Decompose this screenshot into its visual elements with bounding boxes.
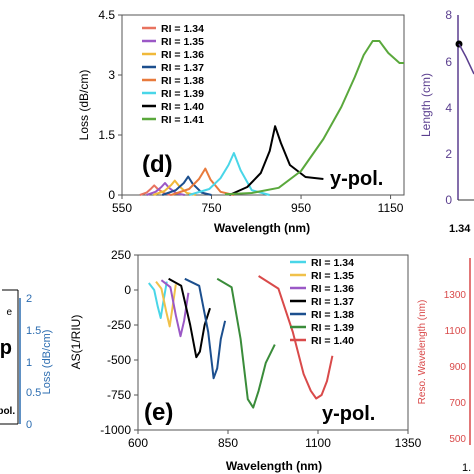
- partial-panel-left: e p -pol. 2 1.5 1 0.5 0 Loss (dB/cm): [0, 289, 53, 431]
- br-ytick: 1100: [444, 326, 466, 337]
- tr-ytick: 2: [445, 147, 452, 161]
- tr-series-line: [458, 43, 474, 75]
- series-line-8: [224, 40, 404, 196]
- legend-label: RI = 1.36: [161, 49, 204, 61]
- x-tick-label: 850: [218, 436, 238, 450]
- series-line-4: [168, 277, 211, 359]
- left-ytick: 0: [26, 419, 32, 431]
- panel-e: 600 850 1100 1350 250 0 -250 -500 -750 -1000 RI =…: [69, 248, 422, 473]
- legend-label: RI = 1.38: [161, 75, 204, 87]
- panel-d-xlabel: Wavelength (nm): [214, 221, 310, 235]
- x-tick-label: 750: [202, 201, 222, 215]
- panel-d-frame: [121, 14, 405, 196]
- left-ylabel: Loss (dB/cm): [41, 330, 53, 395]
- series-line-2: [155, 280, 177, 328]
- br-ylabel: Reso. Wavelength (nm): [417, 300, 428, 405]
- br-ytick: 500: [449, 434, 466, 445]
- series-line-5: [170, 167, 235, 196]
- legend-label: RI = 1.41: [161, 114, 204, 126]
- panel-e-xlabel: Wavelength (nm): [226, 459, 322, 473]
- partial-panel-bottom-right: 1300 1100 900 700 500 Reso. Wavelength (…: [417, 258, 471, 474]
- y-tick-label: -1000: [100, 423, 131, 437]
- y-tick-label: 1.5: [98, 128, 115, 142]
- legend-label: RI = 1.37: [311, 296, 354, 308]
- tr-ytick: 4: [445, 101, 452, 115]
- x-tick-label: 950: [291, 201, 311, 215]
- series-line-6: [188, 152, 270, 196]
- x-tick-label: 600: [128, 436, 148, 450]
- series-line-7: [258, 275, 334, 400]
- br-ytick: 900: [449, 362, 466, 373]
- legend-label: RI = 1.40: [161, 101, 204, 113]
- panel-e-frame: [137, 254, 409, 431]
- y-tick-label: 250: [111, 248, 131, 262]
- x-tick-label: 1100: [305, 436, 331, 450]
- tr-ytick: 0: [445, 193, 452, 207]
- panel-d-label: (d): [142, 151, 173, 178]
- x-tick-label: 1350: [395, 436, 422, 450]
- tr-ylabel: Length (cm): [419, 73, 433, 137]
- left-ytick: 1.5: [26, 325, 41, 337]
- panel-e-label: (e): [144, 399, 173, 426]
- br-ytick: 1300: [444, 290, 467, 301]
- legend-label: RI = 1.39: [311, 322, 354, 334]
- left-fragment-text: e: [6, 307, 12, 318]
- legend-label: RI = 1.35: [311, 270, 354, 282]
- legend-label: RI = 1.34: [161, 23, 204, 35]
- legend-label: RI = 1.38: [311, 309, 354, 321]
- tr-ytick: 6: [445, 55, 452, 69]
- y-tick-label: 3: [108, 68, 115, 82]
- legend-label: RI = 1.36: [311, 283, 354, 295]
- panel-e-ylabel: AS(1/RIU): [69, 315, 83, 370]
- series-line-6: [216, 277, 276, 409]
- panel-d-ylabel: Loss (dB/cm): [77, 70, 91, 141]
- legend-label: RI = 1.37: [161, 62, 204, 74]
- left-fragment-text: p: [0, 337, 12, 359]
- tr-ytick: 8: [445, 8, 452, 22]
- y-tick-label: 0: [124, 283, 131, 297]
- x-tick-label: 1150: [378, 201, 404, 215]
- y-tick-label: -250: [107, 318, 131, 332]
- br-xtick: 1.: [462, 462, 471, 474]
- y-tick-label: 0: [108, 188, 115, 202]
- left-pol-label: -pol.: [0, 406, 15, 417]
- partial-panel-top-right: 8 6 4 2 0 Length (cm) 1.34: [419, 8, 474, 235]
- br-ytick: 700: [449, 398, 466, 409]
- y-tick-label: -750: [107, 388, 131, 402]
- left-ytick: 2: [26, 293, 32, 305]
- legend-label: RI = 1.40: [311, 335, 354, 347]
- legend-label: RI = 1.35: [161, 36, 204, 48]
- legend-label: RI = 1.39: [161, 88, 204, 100]
- tr-xtick: 1.34: [449, 223, 471, 235]
- series-line-5: [184, 277, 227, 380]
- series-line-7: [228, 125, 324, 196]
- y-tick-label: 4.5: [98, 8, 115, 22]
- panel-e-annotation: y-pol.: [322, 403, 375, 425]
- left-ytick: 0.5: [26, 387, 41, 399]
- legend-label: RI = 1.34: [311, 257, 354, 269]
- series-line-3: [160, 279, 190, 338]
- panel-d-annotation: y-pol.: [330, 168, 383, 190]
- x-tick-label: 550: [112, 201, 132, 215]
- y-tick-label: -500: [107, 353, 131, 367]
- series-line-3: [152, 179, 197, 196]
- left-ytick: 1: [26, 357, 32, 369]
- series-line-4: [161, 175, 212, 196]
